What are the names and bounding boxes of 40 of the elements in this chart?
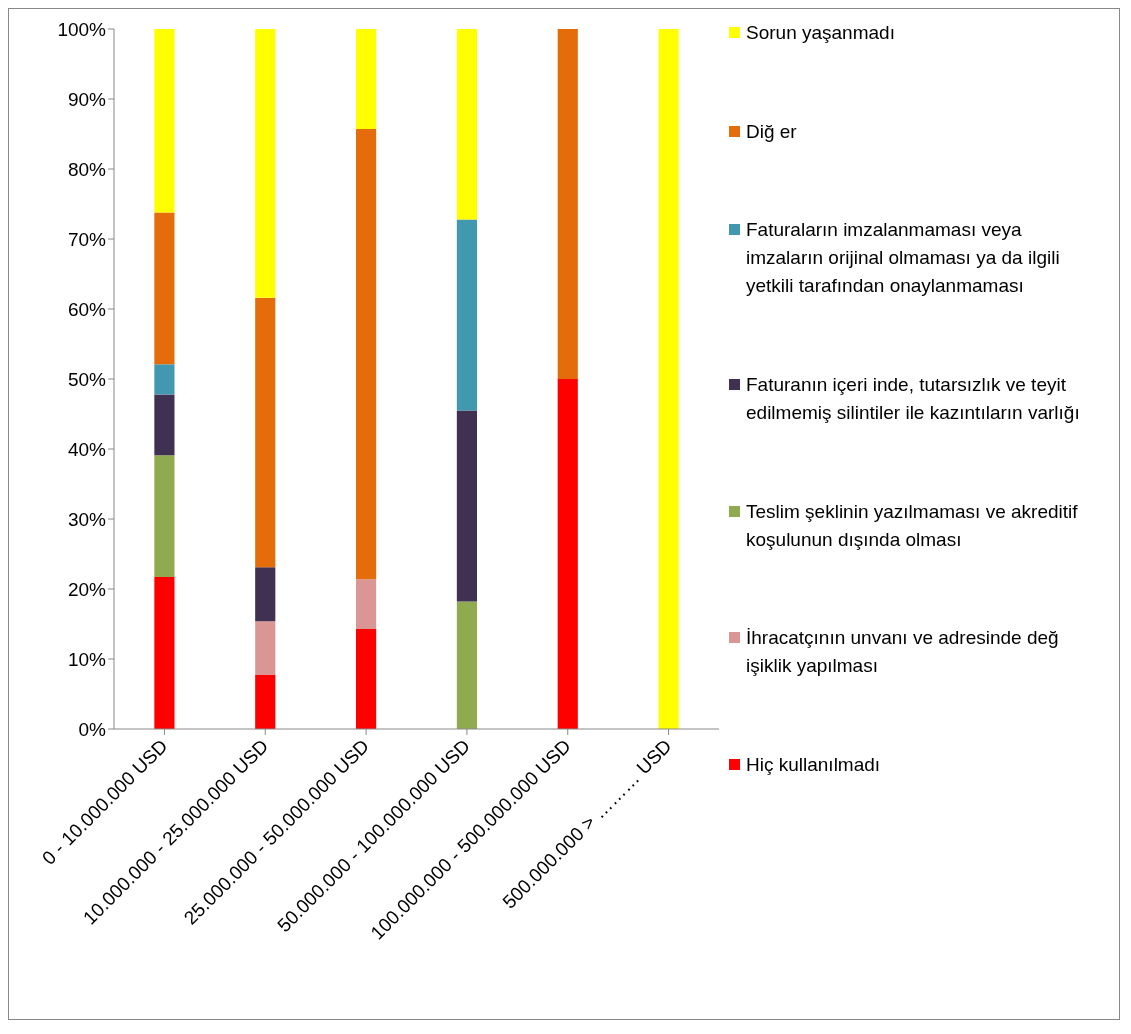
bar xyxy=(154,29,175,213)
legend-label: Faturanın içeri inde, tutarsızlık ve teyit edilmemiş silintiler ile kazıntıların varlığı xyxy=(746,372,1081,425)
legend-label: Sorun yaşanmadı xyxy=(746,21,895,45)
bar xyxy=(154,577,175,729)
bar xyxy=(557,379,578,729)
bar xyxy=(154,394,175,456)
y-tick-label: 50% xyxy=(67,368,107,390)
legend-label: Teslim şeklinin yazılmaması ve akreditif koşulunun dışında olması xyxy=(746,499,1079,552)
bar xyxy=(557,29,578,379)
bar xyxy=(255,567,276,622)
y-tick-label: 90% xyxy=(67,88,107,110)
bar xyxy=(356,579,377,629)
bar xyxy=(255,29,276,298)
bar xyxy=(456,410,477,602)
bar xyxy=(255,297,276,568)
y-tick-label: 80% xyxy=(67,158,107,180)
y-tick-label: 20% xyxy=(67,578,107,600)
bar xyxy=(154,364,175,395)
y-tick-label: 60% xyxy=(67,298,107,320)
y-tick-label: 100% xyxy=(57,18,107,40)
y-tick-label: 40% xyxy=(67,438,107,460)
bar xyxy=(356,628,377,729)
bar xyxy=(255,621,276,676)
bar xyxy=(356,129,377,580)
bar xyxy=(154,455,175,578)
y-tick-label: 70% xyxy=(67,228,107,250)
bar xyxy=(356,29,377,130)
bar xyxy=(658,29,679,729)
y-tick-label: 0% xyxy=(78,718,107,740)
y-tick-label: 10% xyxy=(67,648,107,670)
legend-label: Diğ er xyxy=(746,119,797,144)
bar xyxy=(456,219,477,411)
bar xyxy=(456,601,477,729)
legend-label: Hiç kullanılmadı xyxy=(746,752,881,777)
y-tick-label: 30% xyxy=(67,508,107,530)
legend-label: İhracatçının unvanı ve adresinde değ işiklik yapılması xyxy=(746,626,1060,679)
legend-label: Faturaların imzalanmaması veya imzaların orijinal olmaması ya da ilgili yetkili tarafından onaylanmaması xyxy=(746,218,1061,299)
bar xyxy=(456,29,477,220)
bar xyxy=(154,212,175,365)
bar xyxy=(255,675,276,729)
